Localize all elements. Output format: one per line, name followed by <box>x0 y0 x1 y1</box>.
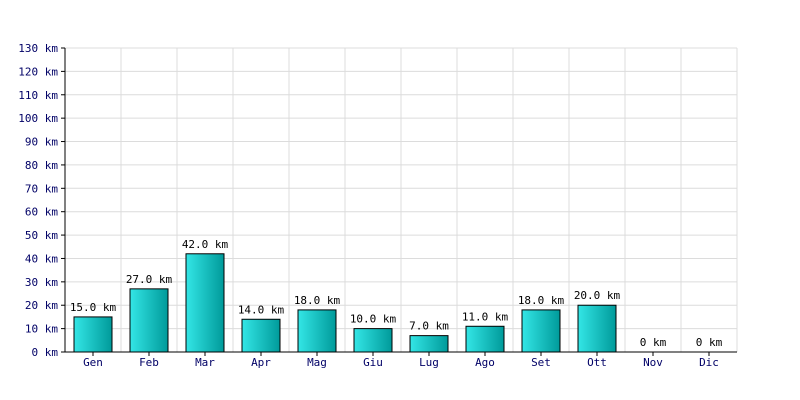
data-label-mar: 42.0 km <box>182 238 229 251</box>
data-label-nov: 0 km <box>640 336 667 349</box>
x-tick-label-gen: Gen <box>83 356 103 369</box>
x-tick-label-mar: Mar <box>195 356 215 369</box>
bar-set <box>521 309 561 353</box>
x-tick-label-mag: Mag <box>307 356 327 369</box>
data-label-lug: 7.0 km <box>409 320 449 333</box>
x-tick-label-nov: Nov <box>643 356 663 369</box>
y-tick-label: 40 km <box>25 252 58 265</box>
bar-giu <box>353 328 393 353</box>
bar-ott <box>577 304 617 353</box>
data-label-giu: 10.0 km <box>350 313 397 326</box>
y-tick-label: 70 km <box>25 182 58 195</box>
bar-mag <box>297 309 337 353</box>
y-tick-label: 100 km <box>18 112 58 125</box>
y-tick-label: 10 km <box>25 323 58 336</box>
x-tick-label-lug: Lug <box>419 356 439 369</box>
data-label-gen: 15.0 km <box>70 301 117 314</box>
axes <box>61 47 737 356</box>
x-tick-label-ago: Ago <box>475 356 495 369</box>
data-label-set: 18.0 km <box>518 294 565 307</box>
data-labels: 15.0 km 27.0 km 42.0 km 14.0 km 18.0 km 10.0 … <box>70 238 723 349</box>
bar-lug <box>409 335 449 353</box>
x-tick-label-giu: Giu <box>363 356 383 369</box>
x-tick-label-set: Set <box>531 356 551 369</box>
y-tick-label: 130 km <box>18 42 58 55</box>
data-label-ago: 11.0 km <box>462 310 509 323</box>
y-tick-label: 120 km <box>18 65 58 78</box>
y-tick-label: 30 km <box>25 276 58 289</box>
bar-ago <box>465 325 505 353</box>
x-tick-label-feb: Feb <box>139 356 159 369</box>
data-label-mag: 18.0 km <box>294 294 341 307</box>
grid-lines <box>65 47 738 352</box>
x-tick-label-apr: Apr <box>251 356 271 369</box>
data-label-dic: 0 km <box>696 336 723 349</box>
bar-feb <box>129 288 169 353</box>
y-tick-label: 90 km <box>25 136 58 149</box>
y-tick-label: 60 km <box>25 206 58 219</box>
x-tick-label-ott: Ott <box>587 356 607 369</box>
bar-mar <box>185 253 225 353</box>
x-tick-label-dic: Dic <box>699 356 719 369</box>
y-tick-label: 20 km <box>25 299 58 312</box>
x-tick-labels: Gen Feb Mar Apr Mag Giu Lug Ago Set Ott Nov Dic <box>83 356 719 369</box>
y-tick-label: 80 km <box>25 159 58 172</box>
data-label-feb: 27.0 km <box>126 273 173 286</box>
bar-gen <box>73 316 113 353</box>
data-label-ott: 20.0 km <box>574 289 621 302</box>
y-tick-label: 110 km <box>18 89 58 102</box>
y-tick-labels: 0 km 10 km 20 km 30 km 40 km 50 km 60 km 70 km 8… <box>18 42 58 359</box>
y-tick-label: 0 km <box>32 346 59 359</box>
bar-apr <box>241 318 281 353</box>
y-tick-label: 50 km <box>25 229 58 242</box>
data-label-apr: 14.0 km <box>238 303 285 316</box>
